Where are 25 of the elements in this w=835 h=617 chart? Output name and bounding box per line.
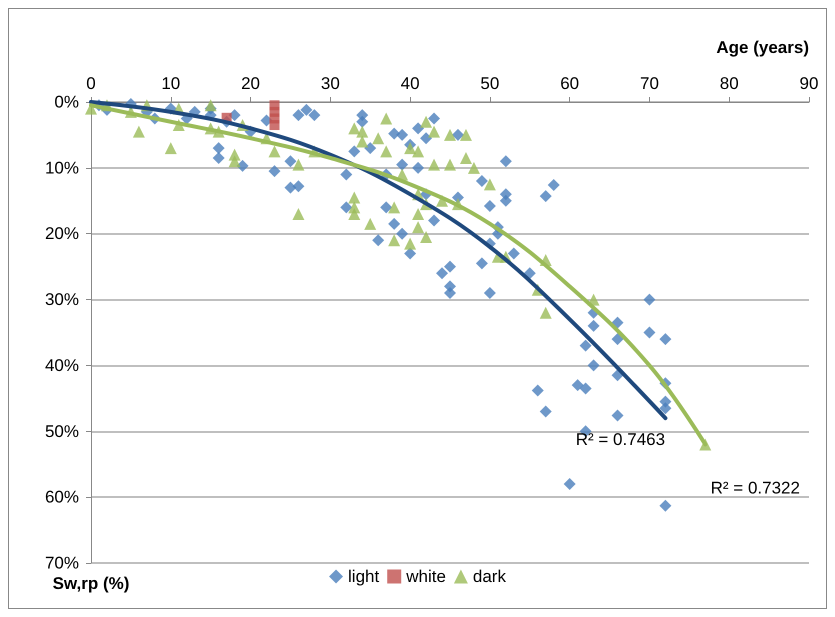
x-tick-label: 50	[480, 74, 500, 93]
y-tick-label: 40%	[44, 356, 79, 375]
x-tick-label: 10	[161, 74, 180, 93]
x-tick-label: 30	[320, 74, 340, 93]
x-tick-label: 40	[400, 74, 420, 93]
x-tick-label: 90	[800, 74, 818, 93]
legend-label: light	[348, 567, 380, 586]
x-axis-title: Age (years)	[716, 38, 809, 57]
x-tick-label: 0	[86, 74, 96, 93]
x-tick-label: 60	[560, 74, 580, 93]
x-tick-label: 80	[720, 74, 739, 93]
y-tick-label: 70%	[44, 554, 79, 572]
legend-label: white	[405, 567, 446, 586]
y-axis-title: Sw,rp (%)	[52, 574, 130, 593]
y-tick-label: 30%	[44, 290, 79, 310]
x-tick-label: 70	[640, 74, 659, 93]
annotation: R² = 0.7463	[576, 430, 666, 450]
y-tick-label: 10%	[44, 158, 79, 178]
y-tick-label: 0%	[54, 92, 79, 112]
y-tick-label: 60%	[44, 488, 79, 507]
legend-label: dark	[472, 567, 506, 586]
annotation: R² = 0.7322	[710, 478, 800, 498]
y-tick-label: 50%	[44, 422, 79, 441]
x-tick-label: 20	[241, 74, 260, 93]
y-tick-label: 20%	[44, 224, 79, 244]
